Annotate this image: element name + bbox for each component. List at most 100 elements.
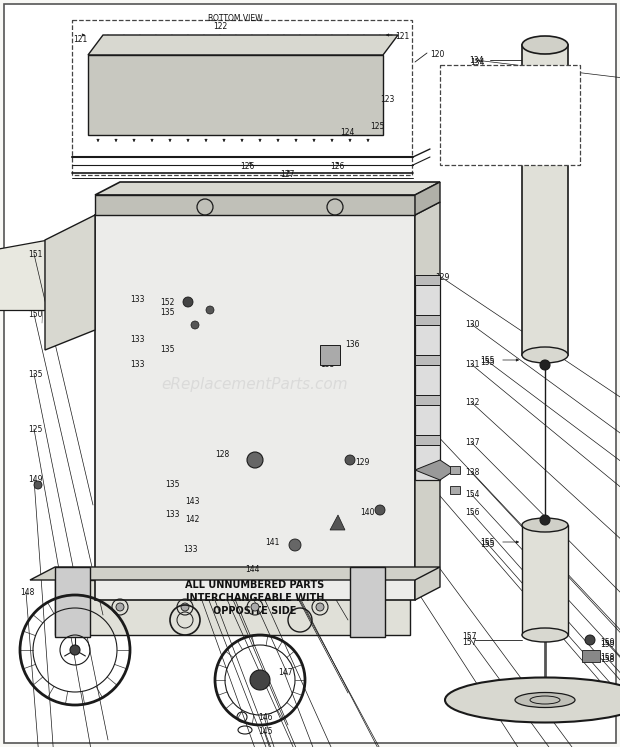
Bar <box>415 355 440 365</box>
Text: OPPOSITE SIDE: OPPOSITE SIDE <box>213 606 297 616</box>
Ellipse shape <box>522 36 568 54</box>
Bar <box>415 435 440 445</box>
Circle shape <box>206 306 214 314</box>
Text: 149: 149 <box>28 475 43 484</box>
Text: 138: 138 <box>465 468 479 477</box>
Bar <box>350 567 385 637</box>
Polygon shape <box>88 35 398 55</box>
Polygon shape <box>582 650 600 662</box>
Circle shape <box>345 455 355 465</box>
Text: ← 128: ← 128 <box>457 124 479 130</box>
Polygon shape <box>415 202 440 600</box>
Circle shape <box>250 670 270 690</box>
Text: 120: 120 <box>430 50 445 59</box>
Polygon shape <box>95 195 415 215</box>
Text: 137: 137 <box>465 438 479 447</box>
Text: BOTTOM VIEW: BOTTOM VIEW <box>208 14 262 23</box>
Text: 155: 155 <box>480 358 495 367</box>
Ellipse shape <box>522 518 568 532</box>
Bar <box>415 315 440 325</box>
Text: 125: 125 <box>370 122 384 131</box>
Text: 151: 151 <box>28 250 42 259</box>
Text: 150: 150 <box>28 310 43 319</box>
Text: 127: 127 <box>280 170 294 179</box>
Circle shape <box>316 603 324 611</box>
Text: 154: 154 <box>465 490 479 499</box>
Bar <box>522 525 568 635</box>
Bar <box>522 45 568 355</box>
Polygon shape <box>415 182 440 215</box>
Text: 135: 135 <box>165 480 180 489</box>
Text: ALL UNNUMBERED PARTS: ALL UNNUMBERED PARTS <box>185 580 325 590</box>
Circle shape <box>540 515 550 525</box>
Text: 140: 140 <box>360 508 374 517</box>
Text: 134: 134 <box>470 58 484 67</box>
Text: eReplacementParts.com: eReplacementParts.com <box>162 377 348 392</box>
Text: 133: 133 <box>248 205 262 214</box>
Text: 157: 157 <box>462 638 477 647</box>
Bar <box>55 567 90 637</box>
Text: to Cart as assy:: to Cart as assy: <box>445 96 498 102</box>
Text: 157: 157 <box>462 632 477 641</box>
Text: 133: 133 <box>183 545 198 554</box>
Circle shape <box>183 297 193 307</box>
Text: 126: 126 <box>240 162 254 171</box>
Circle shape <box>116 603 124 611</box>
Text: 123: 123 <box>380 95 394 104</box>
Bar <box>55 580 410 635</box>
Text: INTERCHANGEABLE WITH: INTERCHANGEABLE WITH <box>186 593 324 603</box>
Circle shape <box>247 452 263 468</box>
Text: 126: 126 <box>330 162 344 171</box>
Text: 158: 158 <box>600 655 614 664</box>
Text: 132: 132 <box>465 398 479 407</box>
Ellipse shape <box>445 678 620 722</box>
Text: 122: 122 <box>213 22 227 31</box>
Polygon shape <box>88 55 383 135</box>
Text: 133: 133 <box>165 510 180 519</box>
Text: 155: 155 <box>480 356 495 365</box>
Bar <box>450 486 460 494</box>
Polygon shape <box>0 240 45 310</box>
Text: 158: 158 <box>600 653 614 662</box>
Ellipse shape <box>522 628 568 642</box>
Text: 147: 147 <box>278 668 293 677</box>
Text: T: T <box>445 112 452 122</box>
Text: 127: 127 <box>400 200 414 209</box>
Text: 130: 130 <box>465 320 479 329</box>
Text: ⊙: ⊙ <box>443 136 451 146</box>
Text: ← 134: ← 134 <box>457 112 479 118</box>
Text: 135: 135 <box>28 370 43 379</box>
Circle shape <box>191 321 199 329</box>
Text: 133: 133 <box>130 295 144 304</box>
Text: ●: ● <box>445 124 453 134</box>
Text: 152: 152 <box>160 298 174 307</box>
Text: 135: 135 <box>160 308 174 317</box>
Text: ← 129: ← 129 <box>457 136 479 142</box>
Text: Gas Grill: Gas Grill <box>445 84 475 90</box>
Bar <box>95 215 415 600</box>
Bar <box>415 280 440 480</box>
Bar <box>450 466 460 474</box>
Polygon shape <box>45 215 95 350</box>
Circle shape <box>251 603 259 611</box>
Polygon shape <box>30 567 440 580</box>
Text: 128: 128 <box>215 450 229 459</box>
Text: 135: 135 <box>160 345 174 354</box>
Text: 125: 125 <box>28 425 42 434</box>
Text: 121: 121 <box>395 32 409 41</box>
Ellipse shape <box>515 692 575 707</box>
Text: 133: 133 <box>130 335 144 344</box>
Polygon shape <box>320 345 340 365</box>
Text: 129: 129 <box>435 273 449 282</box>
Polygon shape <box>330 515 345 530</box>
Circle shape <box>34 481 42 489</box>
Ellipse shape <box>522 347 568 363</box>
Text: 141: 141 <box>265 538 280 547</box>
Circle shape <box>70 645 80 655</box>
Bar <box>415 275 440 285</box>
Text: 144: 144 <box>245 565 260 574</box>
Text: 136: 136 <box>345 340 360 349</box>
Bar <box>72 20 412 175</box>
Text: 143: 143 <box>185 497 200 506</box>
Circle shape <box>181 603 189 611</box>
